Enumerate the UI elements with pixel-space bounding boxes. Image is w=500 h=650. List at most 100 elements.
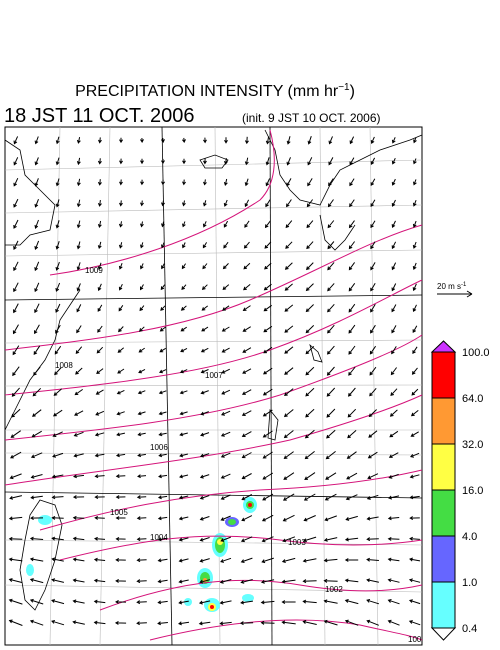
wind-arrow	[179, 390, 188, 395]
wind-arrow	[29, 598, 44, 605]
wind-arrow	[179, 453, 189, 458]
wind-arrow	[199, 537, 210, 542]
wind-arrow	[388, 452, 399, 458]
wind-arrow	[76, 304, 82, 313]
wind-arrow	[391, 241, 397, 250]
wind-arrow	[55, 324, 61, 334]
wind-arrow	[366, 599, 380, 605]
init-time: (init. 9 JST 10 OCT. 2006)	[242, 111, 381, 125]
wind-arrow	[118, 221, 123, 228]
wind-arrow	[344, 578, 359, 583]
wind-arrow	[306, 199, 314, 208]
wind-arrow	[11, 387, 20, 397]
wind-arrow	[203, 200, 207, 207]
wind-arrow	[202, 242, 208, 249]
wind-arrow	[115, 599, 127, 604]
wind-arrow	[348, 262, 356, 271]
precipitation	[26, 497, 257, 612]
wind-arrow	[285, 220, 293, 229]
wind-arrow	[409, 474, 420, 479]
wind-arrow	[55, 136, 60, 145]
wind-arrow	[140, 284, 144, 291]
wind-arrow	[51, 557, 64, 562]
wind-arrow	[115, 453, 126, 458]
wind-arrow	[55, 303, 61, 313]
colorbar-box	[431, 351, 456, 399]
wind-arrow	[387, 516, 400, 521]
wind-arrow	[327, 324, 335, 334]
wind-arrow	[366, 557, 379, 562]
wind-arrow	[220, 452, 231, 458]
wind-arrow	[369, 366, 377, 376]
wind-arrow	[411, 388, 419, 396]
wind-arrow	[348, 366, 356, 376]
wind-arrow	[242, 326, 251, 332]
wind-arrow	[265, 136, 270, 145]
wind-arrow	[115, 578, 126, 583]
wind-arrow	[410, 431, 419, 437]
wind-arrow	[391, 283, 397, 292]
wind-arrow	[328, 178, 334, 187]
wind-arrow	[284, 325, 294, 333]
wind-arrow	[370, 157, 376, 165]
wind-arrow	[161, 221, 165, 228]
wind-arrow	[161, 137, 165, 143]
wind-arrow	[263, 346, 273, 354]
wind-arrow	[366, 537, 379, 542]
wind-arrow	[242, 368, 252, 374]
wind-arrow	[182, 137, 186, 144]
wind-arrow	[93, 557, 106, 562]
wind-arrow	[94, 515, 105, 520]
wind-arrow	[241, 494, 253, 501]
wind-arrow	[160, 284, 166, 291]
isobar-label: 1004	[150, 533, 168, 542]
wind-arrow	[72, 515, 85, 520]
wind-arrow	[323, 578, 338, 583]
title-text: PRECIPITATION INTENSITY (mm hr	[75, 83, 339, 100]
wind-arrow	[327, 220, 335, 229]
wind-arrow	[328, 157, 334, 166]
wind-arrow	[326, 429, 336, 439]
title: PRECIPITATION INTENSITY (mm hr−1)	[75, 82, 355, 100]
wind-arrow	[344, 599, 359, 605]
wind-arrow	[13, 303, 19, 314]
isobar-label: 1007	[205, 371, 223, 380]
wind-arrow	[408, 578, 421, 583]
wind-arrow	[347, 387, 356, 397]
wind-arrow	[243, 284, 251, 291]
wind-arrow	[391, 157, 396, 165]
wind-arrow	[223, 241, 229, 249]
wind-arrow	[286, 178, 292, 187]
wind-arrow	[244, 178, 249, 187]
wind-arrow	[157, 495, 168, 500]
wind-arrow	[223, 158, 228, 165]
wind-arrow	[54, 367, 62, 376]
wind-arrow	[326, 387, 336, 397]
wind-arrow	[286, 136, 291, 145]
wind-arrow	[366, 578, 379, 583]
wind-arrow	[260, 579, 275, 584]
wind-arrow	[136, 600, 147, 605]
wind-arrow	[344, 558, 359, 562]
wind-arrow	[284, 346, 294, 354]
wind-arrow	[349, 178, 355, 187]
wind-arrow	[284, 388, 294, 397]
wind-arrow	[55, 282, 61, 292]
wind-arrow	[178, 495, 189, 500]
wind-arrow	[34, 261, 40, 272]
wind-arrow	[115, 516, 126, 520]
wind-arrow	[182, 242, 186, 249]
wind-arrow	[34, 282, 40, 293]
wind-arrow	[140, 158, 144, 165]
wind-arrow	[179, 411, 188, 416]
isobar-labels: 1009 1008 1007 1006 1005 1004 1003 1002 …	[55, 266, 422, 644]
wind-arrow	[94, 495, 105, 500]
wind-arrow	[94, 536, 106, 541]
wind-arrow	[34, 136, 39, 145]
wind-arrow	[115, 474, 126, 479]
wind-arrow	[140, 200, 144, 207]
wind-arrow	[409, 516, 420, 521]
wind-arrow	[52, 409, 63, 417]
wind-arrow	[260, 620, 275, 625]
